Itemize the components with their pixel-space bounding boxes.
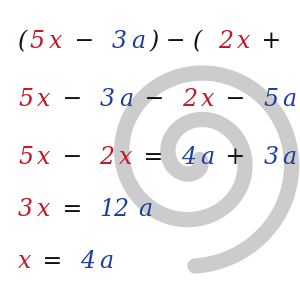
Text: −: −: [55, 88, 89, 112]
Text: 5: 5: [30, 31, 45, 53]
Text: x: x: [38, 199, 51, 221]
Text: 4: 4: [181, 146, 196, 169]
Text: −: −: [218, 88, 253, 112]
Text: 4: 4: [80, 250, 95, 274]
Text: a: a: [131, 31, 145, 53]
Text: =: =: [35, 250, 70, 274]
Text: x: x: [119, 146, 132, 169]
Text: x: x: [49, 31, 63, 53]
Text: 5: 5: [263, 88, 278, 112]
Text: 3: 3: [263, 146, 278, 169]
Text: 5: 5: [18, 88, 33, 112]
Text: a: a: [200, 146, 214, 169]
Text: x: x: [18, 250, 32, 274]
Text: x: x: [237, 31, 250, 53]
Text: a: a: [283, 88, 297, 112]
Text: x: x: [38, 146, 51, 169]
Text: =: =: [55, 199, 89, 221]
Text: −: −: [137, 88, 172, 112]
Text: +: +: [254, 31, 289, 53]
Text: 3: 3: [111, 31, 126, 53]
Text: x: x: [201, 88, 214, 112]
Text: a: a: [283, 146, 297, 169]
Text: 2: 2: [100, 146, 115, 169]
Text: =: =: [136, 146, 171, 169]
Text: 12: 12: [100, 199, 130, 221]
Text: 2: 2: [218, 31, 233, 53]
Text: a: a: [100, 250, 114, 274]
Text: −: −: [55, 146, 89, 169]
Text: a: a: [119, 88, 133, 112]
Text: 3: 3: [100, 88, 115, 112]
Text: 5: 5: [18, 146, 33, 169]
Text: −: −: [67, 31, 101, 53]
Text: a: a: [138, 199, 152, 221]
Text: 3: 3: [18, 199, 33, 221]
Text: (: (: [18, 31, 27, 53]
Text: x: x: [38, 88, 51, 112]
Text: 5: 5: [299, 31, 300, 53]
Text: ) − (: ) − (: [149, 31, 202, 53]
Text: 2: 2: [182, 88, 197, 112]
Text: +: +: [218, 146, 253, 169]
